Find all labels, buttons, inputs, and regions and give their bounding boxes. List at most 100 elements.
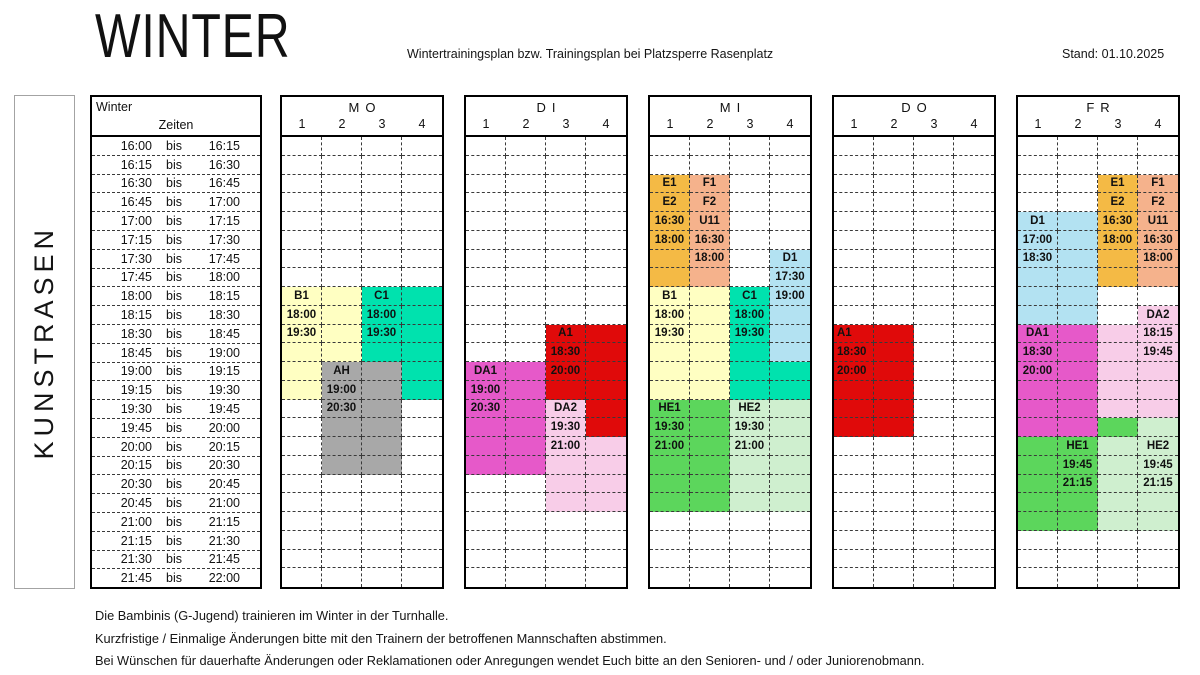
block-label-e1-e2: 18:00 xyxy=(650,230,690,250)
block-label-he1: HE1 xyxy=(1058,437,1098,456)
time-start: 20:15 xyxy=(120,458,152,473)
time-separator: bis xyxy=(166,345,182,360)
schedule-cell xyxy=(874,474,914,494)
time-start: 19:15 xyxy=(120,383,152,398)
time-separator: bis xyxy=(166,270,182,285)
schedule-cell xyxy=(954,156,994,175)
block-label-b1: B1 xyxy=(650,287,690,306)
block-label-da1: DA1 xyxy=(1018,324,1058,344)
schedule-cell xyxy=(466,437,506,456)
day-header: DI 1 2 3 4 xyxy=(466,97,626,137)
schedule-cell xyxy=(954,568,994,587)
time-row: 19:45 bis 20:00 xyxy=(92,419,260,438)
schedule-cell xyxy=(650,155,690,175)
time-row: 16:30 bis 16:45 xyxy=(92,175,260,194)
schedule-cell xyxy=(954,343,994,362)
pitch-label-box: KUNSTRASEN xyxy=(14,95,75,589)
schedule-cell xyxy=(730,343,770,362)
time-start: 21:15 xyxy=(120,533,152,548)
schedule-cell xyxy=(1098,155,1138,175)
schedule-cell xyxy=(954,531,994,550)
time-start: 17:30 xyxy=(120,251,152,266)
time-separator: bis xyxy=(166,477,182,492)
schedule-cell xyxy=(322,155,362,175)
schedule-cell xyxy=(834,193,874,212)
schedule-cell xyxy=(402,456,442,475)
schedule-cell xyxy=(834,455,874,475)
day-header: DO 1 2 3 4 xyxy=(834,97,994,137)
schedule-cell xyxy=(690,474,730,494)
schedule-cell xyxy=(1138,362,1178,381)
schedule-cell xyxy=(322,249,362,269)
schedule-cell xyxy=(1138,137,1178,156)
schedule-cell xyxy=(506,549,546,569)
schedule-cell xyxy=(1098,568,1138,587)
schedule-cell xyxy=(874,249,914,269)
block-label-da2: DA2 xyxy=(1138,305,1178,325)
block-label-c1: 18:00 xyxy=(362,305,402,325)
schedule-cell xyxy=(506,380,546,400)
schedule-cell xyxy=(914,193,954,212)
block-label-he1: 21:00 xyxy=(650,437,690,456)
time-table-body: 16:00 bis 16:15 16:15 bis 16:30 16:30 bis 16:45 1… xyxy=(92,137,260,587)
schedule-cell xyxy=(730,212,770,231)
schedule-cell xyxy=(874,437,914,456)
schedule-cell xyxy=(282,230,322,250)
schedule-cell xyxy=(1138,568,1178,587)
schedule-cell xyxy=(506,512,546,531)
time-separator: bis xyxy=(166,571,182,586)
schedule-cell xyxy=(546,455,586,475)
schedule-cell xyxy=(466,137,506,156)
schedule-cell xyxy=(586,156,626,175)
schedule-cell xyxy=(1018,568,1058,587)
time-separator: bis xyxy=(166,308,182,323)
schedule-cell xyxy=(322,455,362,475)
schedule-cell xyxy=(954,456,994,475)
schedule-cell xyxy=(282,212,322,231)
day-header: MO 1 2 3 4 xyxy=(282,97,442,137)
subcol-header: 1 xyxy=(482,117,490,131)
schedule-cell xyxy=(362,549,402,569)
schedule-cell xyxy=(690,343,730,362)
block-label-he2: HE2 xyxy=(730,399,770,419)
schedule-cell xyxy=(282,399,322,419)
time-table: Winter Zeiten 16:00 bis 16:15 16:15 bis 16:30… xyxy=(90,95,262,589)
subcol-header: 1 xyxy=(666,117,674,131)
schedule-cell xyxy=(1058,399,1098,419)
time-end: 20:30 xyxy=(208,458,240,473)
schedule-cell xyxy=(770,531,810,550)
time-row: 21:15 bis 21:30 xyxy=(92,532,260,551)
schedule-cell xyxy=(730,530,770,550)
time-end: 18:00 xyxy=(208,270,240,285)
time-separator: bis xyxy=(166,176,182,191)
schedule-cell xyxy=(586,493,626,512)
schedule-cell xyxy=(362,512,402,531)
schedule-cell xyxy=(546,137,586,156)
schedule-cell xyxy=(650,568,690,587)
schedule-cell xyxy=(834,174,874,194)
time-start: 18:45 xyxy=(120,345,152,360)
schedule-cell xyxy=(402,250,442,269)
schedule-cell xyxy=(1058,268,1098,287)
schedule-cell xyxy=(466,268,506,287)
time-end: 16:15 xyxy=(208,138,240,153)
schedule-cell xyxy=(362,568,402,587)
schedule-cell xyxy=(1058,287,1098,306)
day-grid: B1 C1 18:00 18:00 19:30 19:30 AH 19:00 20:30 xyxy=(282,137,442,587)
schedule-cell xyxy=(690,287,730,306)
schedule-cell xyxy=(954,250,994,269)
time-separator: bis xyxy=(166,289,182,304)
schedule-cell xyxy=(466,568,506,587)
time-row: 21:45 bis 22:00 xyxy=(92,569,260,587)
schedule-cell xyxy=(770,156,810,175)
schedule-cell xyxy=(282,380,322,400)
day-header: MI 1 2 3 4 xyxy=(650,97,810,137)
schedule-cell xyxy=(466,174,506,194)
schedule-cell xyxy=(282,193,322,212)
schedule-cell xyxy=(834,493,874,512)
block-label-e1-e2: 18:00 xyxy=(1098,230,1138,250)
schedule-cell xyxy=(770,231,810,250)
schedule-cell xyxy=(586,175,626,194)
time-start: 16:00 xyxy=(120,138,152,153)
subcol-header-row: 1 2 3 4 xyxy=(834,115,994,131)
